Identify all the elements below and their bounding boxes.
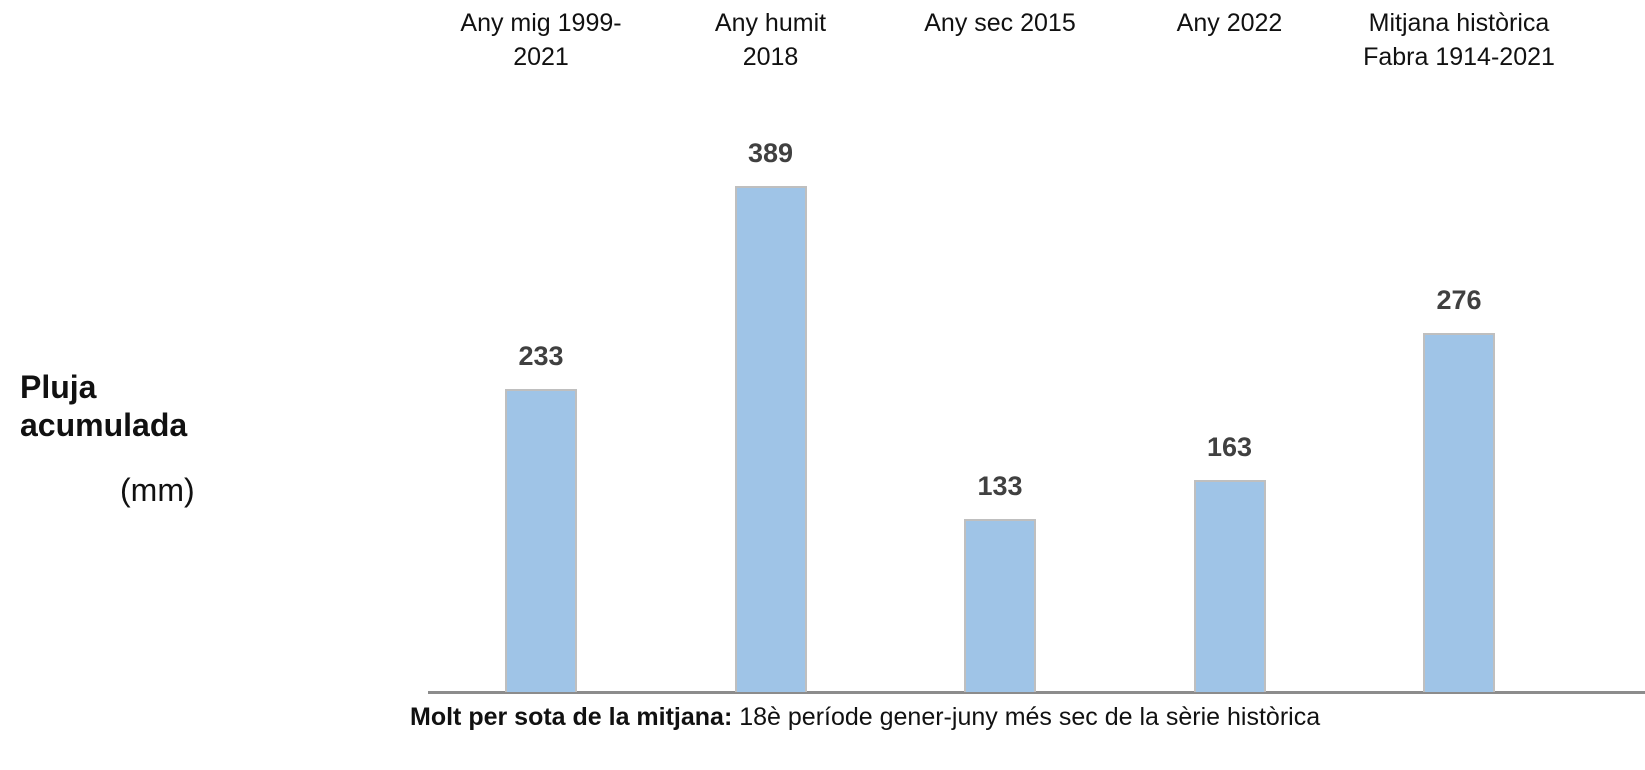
bar xyxy=(505,388,577,692)
x-axis-line xyxy=(428,691,1645,694)
footnote-text: 18è període gener-juny més sec de la sèr… xyxy=(732,703,1321,731)
bar xyxy=(964,518,1036,692)
data-label: 276 xyxy=(1436,284,1482,315)
data-label: 233 xyxy=(518,340,564,371)
data-label: 163 xyxy=(1206,431,1253,462)
data-label: 133 xyxy=(977,470,1023,501)
bar xyxy=(1423,332,1495,692)
bar xyxy=(1193,479,1266,692)
y-axis-label: Pluja acumulada xyxy=(20,369,188,443)
footnote: Molt per sota de la mitjana: 18è període… xyxy=(410,703,1320,732)
x-tick-label: Any mig 1999- 2021 xyxy=(460,9,622,71)
x-tick-label: Mitjana històrica Fabra 1914-2021 xyxy=(1363,9,1555,71)
footnote-bold: Molt per sota de la mitjana: xyxy=(410,703,733,731)
x-tick-label: Any sec 2015 xyxy=(924,9,1076,37)
x-tick-label: Any humit 2018 xyxy=(714,9,827,71)
x-tick-label: Any 2022 xyxy=(1176,9,1283,37)
data-label: 389 xyxy=(747,138,794,168)
y-axis-unit: (mm) xyxy=(120,472,195,508)
bar xyxy=(734,186,807,692)
